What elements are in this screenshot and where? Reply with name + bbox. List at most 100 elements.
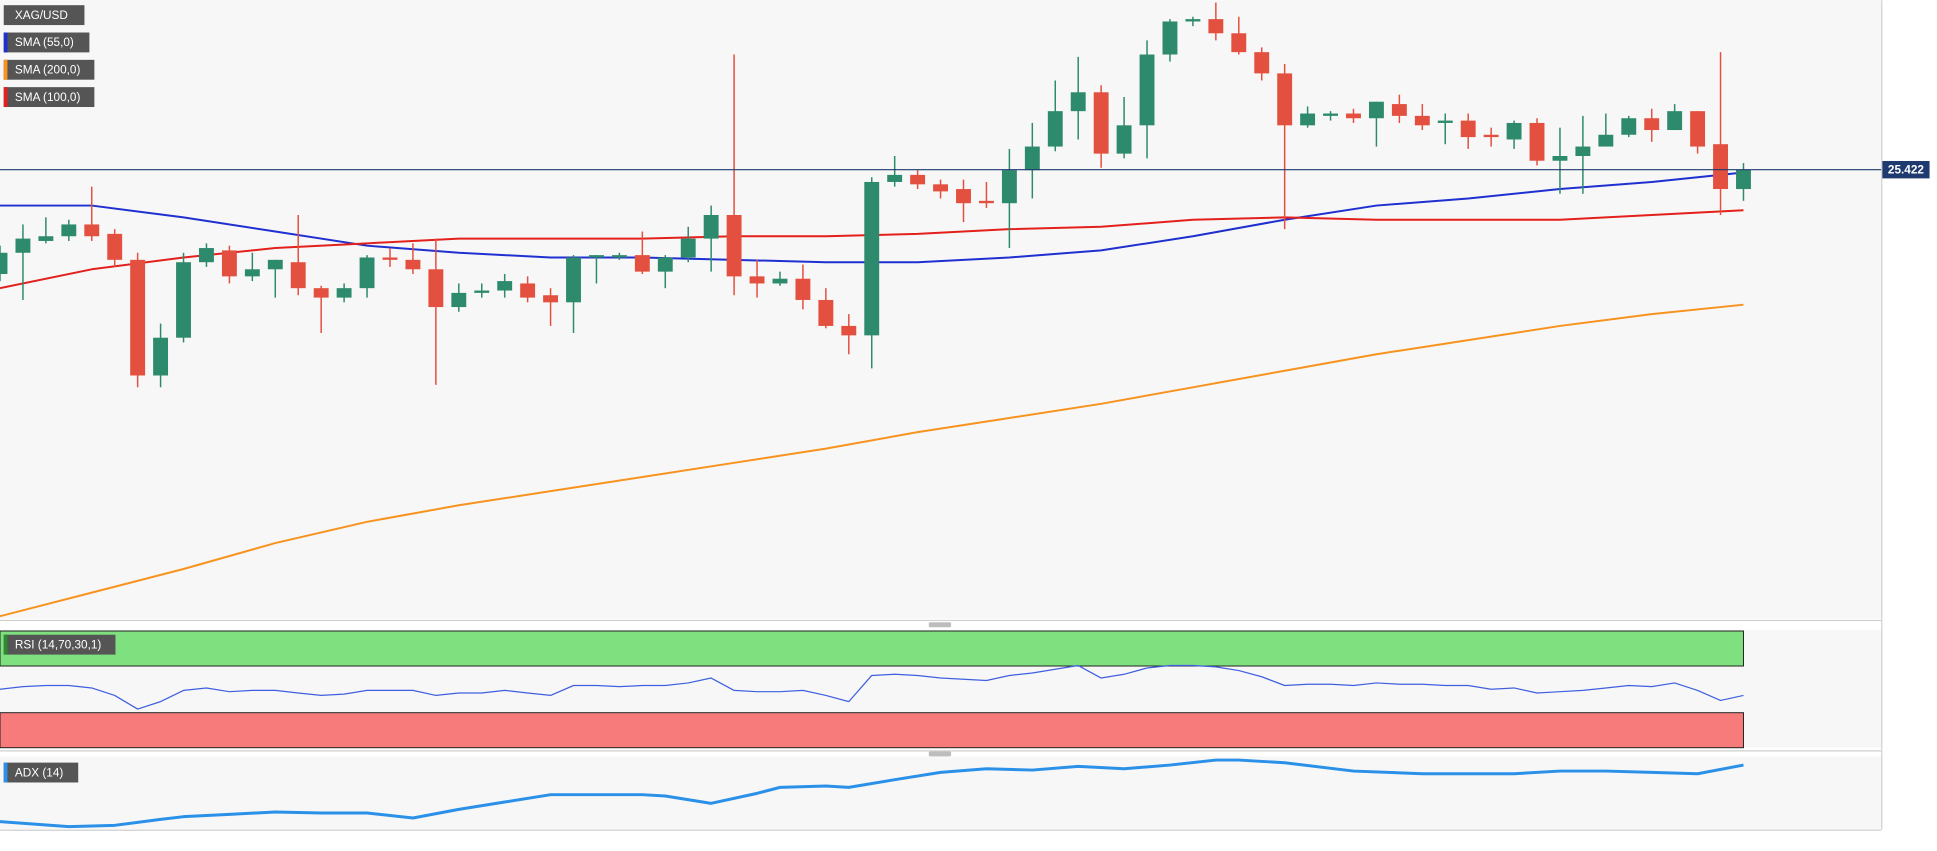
resize-handle[interactable]: [928, 622, 952, 628]
candle-body: [864, 181, 880, 336]
legend-label: SMA (55,0): [15, 36, 74, 49]
legend-label: RSI (14,70,30,1): [15, 638, 102, 651]
legend-label: SMA (100,0): [15, 91, 81, 104]
candle-body: [726, 214, 742, 277]
candle-body: [611, 255, 627, 258]
legend-box: [3, 32, 90, 53]
candle-body: [1001, 170, 1017, 204]
candle-body: [1323, 113, 1339, 116]
candle-body: [680, 238, 696, 258]
last-price-label: 25.422: [1888, 163, 1924, 176]
legend-swatch: [3, 634, 8, 655]
candle-body: [38, 236, 54, 241]
candle-body: [61, 224, 77, 237]
candle-body: [566, 257, 581, 303]
candle-body: [313, 288, 329, 298]
legend-box: [3, 59, 95, 80]
candle-body: [176, 262, 191, 338]
candle-body: [84, 224, 100, 237]
candle-body: [657, 257, 673, 272]
candle-body: [1093, 92, 1109, 154]
candle-body: [1368, 101, 1384, 119]
candle-body: [244, 269, 260, 277]
candle-body: [474, 290, 490, 293]
candle-body: [1162, 21, 1178, 55]
candle-body: [818, 299, 834, 326]
legend-box: [3, 762, 79, 783]
candle-body: [267, 259, 283, 270]
candle-body: [1736, 169, 1751, 190]
candle-body: [107, 233, 123, 260]
candle-body: [1047, 111, 1063, 147]
candle-body: [1139, 54, 1155, 126]
legend-swatch: [3, 59, 8, 80]
candle-body: [1460, 120, 1476, 138]
candle-body: [15, 238, 31, 253]
candle-body: [405, 259, 421, 270]
candle-body: [1575, 146, 1591, 156]
candle-body: [290, 262, 306, 289]
candle-body: [543, 295, 559, 303]
candle-body: [221, 250, 237, 277]
legend-label: SMA (200,0): [15, 63, 81, 76]
candle-body: [1346, 113, 1361, 119]
candle-body: [910, 174, 926, 185]
legend-box: [3, 634, 116, 655]
legend-swatch: [3, 32, 8, 53]
candle-body: [1208, 19, 1224, 34]
candle-body: [1116, 125, 1132, 154]
candle-body: [1506, 122, 1522, 140]
candle-body: [1277, 73, 1293, 126]
rsi-band: [0, 712, 1744, 749]
candle-body: [978, 200, 994, 204]
legend-swatch: [3, 87, 8, 108]
marks: [0, 2, 1882, 829]
indicator-line: [0, 758, 1744, 829]
candle-body: [956, 189, 971, 204]
candle-body: [1024, 146, 1040, 171]
candle-body: [336, 288, 352, 298]
candle-body: [520, 283, 536, 298]
candle-body: [153, 337, 169, 376]
candle-body: [1598, 134, 1614, 147]
legend-label: XAG/USD: [15, 9, 68, 22]
candle-body: [634, 255, 650, 272]
candle-body: [1690, 111, 1706, 147]
candle-body: [359, 257, 375, 289]
resize-handle[interactable]: [928, 751, 952, 757]
last-price-box: [1882, 160, 1930, 179]
adx-panel: [0, 756, 1882, 830]
candle-body: [1644, 118, 1660, 131]
legend: XAG/USD SMA (55,0) SMA (200,0) SMA (100,…: [3, 5, 116, 783]
candle-body: [451, 292, 467, 308]
candle-body: [1391, 104, 1407, 116]
candle-body: [795, 278, 811, 300]
candle-body: [589, 255, 604, 258]
indicator-line: [0, 303, 1744, 618]
legend-label: ADX (14): [15, 766, 64, 779]
candle-body: [428, 269, 444, 308]
candle-body: [841, 325, 857, 336]
candle-body: [1437, 120, 1453, 123]
candle-body: [1300, 113, 1316, 126]
candle-body: [1185, 19, 1201, 22]
candle-body: [772, 278, 788, 284]
labels: 25.422: [1882, 160, 1930, 179]
candle-body: [1667, 111, 1683, 131]
price-panel: [0, 0, 1881, 618]
candle-body: [497, 281, 513, 291]
candle-body: [1621, 118, 1637, 135]
candle-body: [0, 252, 8, 275]
legend-swatch: [3, 762, 8, 783]
candle-body: [1231, 33, 1247, 53]
candle-body: [1254, 52, 1270, 74]
candle-body: [887, 174, 903, 182]
candle-body: [703, 214, 719, 239]
candle-body: [1529, 122, 1545, 161]
candle-body: [749, 276, 765, 284]
candle-body: [130, 259, 146, 376]
indicator-line: [0, 664, 1744, 710]
legend-box: [3, 87, 95, 108]
